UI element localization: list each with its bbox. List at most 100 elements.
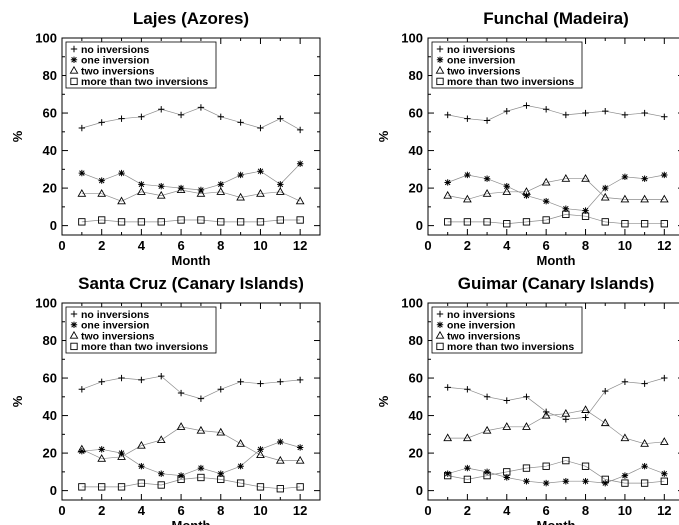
data-point: [562, 210, 570, 219]
legend-marker: [69, 330, 79, 339]
data-point: [137, 479, 146, 487]
data-point: [78, 218, 86, 226]
y-tick-label: 0: [50, 218, 57, 233]
series-line-2: [81, 163, 301, 191]
data-point: [522, 218, 531, 226]
plot-frame: [61, 302, 321, 501]
data-point: [541, 410, 551, 419]
x-tick-label: 2: [98, 503, 105, 518]
chart-panel-3: 0 20 40 60 80 100 0 2 4 6 8 10 12 Santa Cruz (Canary …: [10, 274, 321, 525]
data-point: [97, 454, 107, 462]
plot-frame: [61, 37, 321, 236]
data-point: [236, 479, 245, 487]
y-tick-label: 0: [416, 483, 423, 498]
legend-label: no inversions: [447, 44, 515, 56]
data-point: [502, 422, 512, 430]
data-point: [277, 115, 284, 122]
data-point: [483, 393, 491, 401]
data-point: [463, 218, 472, 226]
data-point: [621, 220, 629, 228]
data-point: [444, 111, 451, 119]
data-point: [217, 218, 225, 226]
data-point: [640, 220, 649, 228]
y-tick-label: 0: [50, 483, 57, 498]
data-point: [118, 374, 125, 382]
data-point: [117, 218, 126, 226]
data-point: [483, 218, 491, 226]
data-point: [503, 474, 510, 481]
data-point: [503, 107, 510, 115]
series-line-1: [447, 105, 665, 121]
y-tick-label: 100: [35, 31, 57, 46]
data-point: [138, 181, 145, 188]
data-point: [522, 422, 531, 430]
data-point: [77, 189, 87, 197]
data-point: [483, 175, 491, 182]
data-point: [562, 456, 570, 465]
data-point: [443, 433, 453, 442]
y-tick-label: 100: [401, 296, 423, 311]
legend-box: [431, 306, 583, 354]
series-line-3: [81, 426, 301, 461]
data-point: [503, 468, 511, 476]
legend-label: more than two inversions: [447, 76, 574, 88]
data-point: [78, 124, 86, 132]
data-point: [562, 111, 570, 119]
y-tick-label: 20: [409, 446, 423, 461]
x-tick-label: 8: [217, 503, 224, 518]
data-point: [117, 483, 126, 491]
data-point: [621, 173, 629, 181]
data-point: [482, 189, 492, 197]
data-point: [659, 194, 669, 203]
data-point: [176, 422, 186, 430]
y-tick-label: 60: [409, 106, 423, 121]
data-point: [98, 216, 106, 224]
data-point: [562, 205, 570, 212]
x-tick-label: 8: [217, 238, 224, 253]
data-point: [98, 446, 105, 453]
data-point: [503, 183, 510, 190]
data-point: [275, 187, 285, 195]
data-point: [196, 425, 206, 434]
data-point: [236, 218, 245, 226]
legend-marker: [69, 65, 79, 74]
data-point: [217, 475, 225, 484]
data-point: [661, 171, 668, 179]
y-tick-label: 40: [409, 408, 423, 423]
data-point: [464, 386, 471, 393]
data-point: [602, 184, 609, 192]
plot-frame: [427, 302, 679, 501]
legend-marker: [70, 342, 78, 351]
data-point: [542, 216, 550, 224]
data-point: [640, 439, 649, 447]
data-point: [661, 470, 668, 477]
data-point: [138, 463, 145, 470]
y-tick-label: 0: [416, 218, 423, 233]
legend-label: more than two inversions: [81, 76, 208, 88]
legend-label: one inversion: [81, 320, 149, 332]
data-point: [98, 483, 106, 491]
data-point: [196, 189, 206, 197]
data-point: [256, 189, 265, 197]
x-tick-label: 6: [177, 238, 184, 253]
data-point: [237, 119, 244, 126]
x-tick-label: 2: [98, 238, 105, 253]
legend-marker: [70, 310, 78, 318]
x-tick-label: 0: [424, 238, 431, 253]
data-point: [296, 216, 304, 224]
x-tick-label: 0: [58, 503, 65, 518]
chart-title: Santa Cruz (Canary Islands): [78, 274, 304, 293]
series-line-3: [447, 409, 665, 445]
data-point: [522, 464, 531, 472]
data-point: [197, 464, 205, 472]
y-tick-label: 20: [409, 181, 423, 196]
y-tick-label: 40: [43, 143, 57, 158]
data-point: [621, 378, 629, 385]
data-point: [257, 124, 264, 132]
data-point: [641, 380, 648, 387]
data-point: [463, 475, 472, 484]
legend-label: two inversions: [81, 330, 155, 342]
y-tick-label: 40: [409, 143, 423, 158]
data-point: [659, 437, 669, 445]
